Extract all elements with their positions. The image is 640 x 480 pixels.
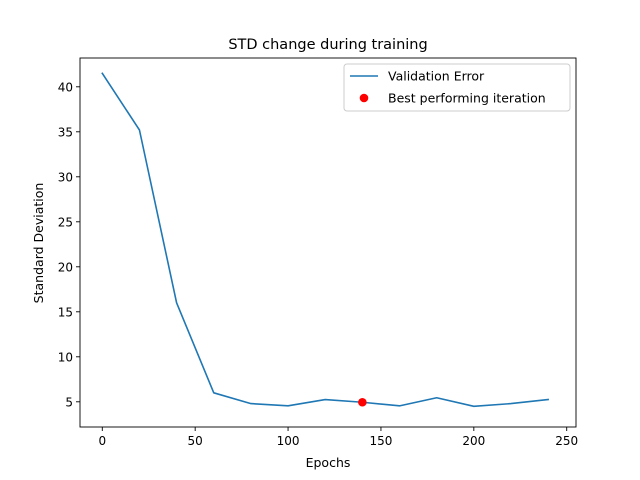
x-axis-label: Epochs [306, 455, 351, 470]
y-tick-label: 20 [58, 260, 73, 274]
axes-frame [79, 57, 577, 428]
legend-label: Validation Error [388, 69, 485, 84]
y-tick-label: 30 [58, 170, 73, 184]
legend-box [343, 63, 571, 112]
y-tick-label: 35 [58, 125, 73, 139]
x-tick-label: 100 [277, 434, 300, 448]
y-tick-label: 10 [58, 350, 73, 364]
legend-label: Best performing iteration [388, 91, 546, 106]
legend: Validation Error Best performing iteratio… [343, 63, 571, 112]
legend-swatch-point [359, 93, 369, 103]
x-tick-label: 0 [98, 434, 106, 448]
x-tick-label: 200 [462, 434, 485, 448]
y-axis-label: Standard Deviation [31, 183, 46, 304]
chart-title: STD change during training [228, 37, 427, 53]
y-tick-label: 15 [58, 305, 73, 319]
x-tick-label: 150 [369, 434, 392, 448]
x-tick-label: 250 [555, 434, 578, 448]
x-tick-label: 50 [188, 434, 203, 448]
y-tick-label: 5 [65, 395, 73, 409]
y-tick-label: 40 [58, 80, 73, 94]
series-line-1 [101, 72, 550, 408]
axes: 0 50 100 150 200 250 5 10 15 20 25 30 35 40 [58, 57, 578, 448]
best-iteration-point [358, 397, 367, 407]
y-tick-label: 25 [58, 215, 73, 229]
plot-area [101, 72, 550, 408]
